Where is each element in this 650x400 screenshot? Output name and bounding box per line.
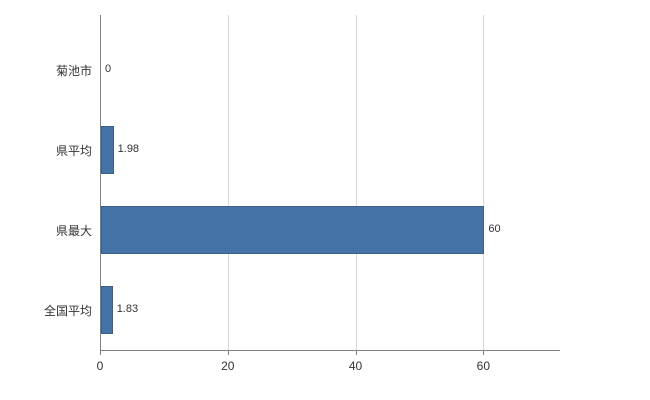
x-axis-line — [100, 350, 560, 351]
category-label: 菊池市 — [55, 64, 92, 78]
y-axis-line — [100, 15, 101, 350]
x-axis-tick-label: 60 — [476, 359, 491, 373]
x-axis-tick-label: 40 — [348, 359, 363, 373]
x-axis-tick — [355, 350, 357, 355]
x-axis-tick-label: 20 — [221, 359, 235, 373]
value-label: 0 — [105, 63, 112, 75]
gridline — [227, 15, 229, 350]
category-label: 県最大 — [55, 224, 92, 238]
bar — [101, 126, 114, 174]
value-label: 1.98 — [117, 143, 140, 155]
bar — [101, 286, 113, 334]
category-label: 県平均 — [55, 144, 92, 158]
x-axis-tick-label: 0 — [96, 359, 104, 373]
category-label: 全国平均 — [43, 304, 92, 318]
value-label: 1.83 — [116, 303, 139, 315]
gridline — [483, 15, 485, 350]
x-axis-tick — [483, 350, 485, 355]
bar — [101, 206, 485, 254]
value-label: 60 — [488, 223, 501, 235]
x-axis-tick — [227, 350, 229, 355]
x-axis-tick — [100, 350, 101, 355]
gridline — [355, 15, 357, 350]
